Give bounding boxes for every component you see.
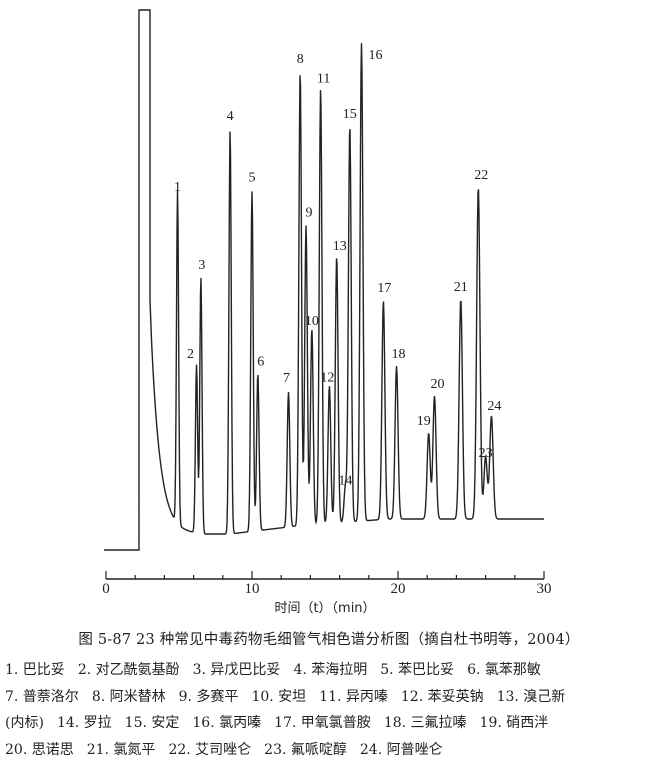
legend-item: 2. 对乙酰氨基酚 (78, 662, 180, 678)
peak-label-9: 9 (306, 206, 313, 221)
peak-label-5: 5 (249, 170, 256, 185)
legend-line: 20. 思诺思 21. 氯氮平 22. 艾司唑仑 23. 氟哌啶醇 24. 阿普唑仑 (5, 737, 655, 763)
legend-item: 18. 三氟拉嗪 (384, 715, 467, 731)
compound-legend: 1. 巴比妥 2. 对乙酰氨基酚 3. 异戊巴比妥 4. 苯海拉明 5. 苯巴比妥 6. … (5, 657, 655, 763)
legend-line: 1. 巴比妥 2. 对乙酰氨基酚 3. 异戊巴比妥 4. 苯海拉明 5. 苯巴比妥 6. … (5, 657, 655, 684)
peak-label-4: 4 (227, 109, 234, 124)
peak-label-22: 22 (474, 168, 488, 183)
peak-label-2: 2 (187, 347, 194, 362)
peak-label-11: 11 (317, 71, 330, 86)
peak-label-19: 19 (417, 414, 431, 429)
legend-item: 10. 安坦 (251, 689, 306, 705)
legend-item: 21. 氯氮平 (87, 742, 156, 758)
x-tick-label: 30 (537, 581, 552, 597)
legend-line: 7. 普萘洛尔 8. 阿米替林 9. 多赛平 10. 安坦 11. 异丙嗪 12. 苯妥英… (5, 684, 655, 711)
peak-label-21: 21 (454, 280, 468, 295)
x-tick-label: 10 (245, 581, 260, 597)
peak-label-14: 14 (338, 473, 352, 488)
peak-label-6: 6 (257, 355, 264, 370)
peak-label-13: 13 (333, 239, 347, 254)
peak-label-8: 8 (297, 52, 304, 67)
peak-label-10: 10 (305, 314, 319, 329)
peak-label-17: 17 (377, 281, 391, 296)
peak-label-7: 7 (283, 371, 290, 386)
legend-item: 15. 安定 (125, 715, 180, 731)
legend-item: 17. 甲氧氯普胺 (274, 715, 371, 731)
peak-label-16: 16 (369, 48, 383, 63)
legend-item: 12. 苯妥英钠 (401, 689, 484, 705)
legend-item: 6. 氯苯那敏 (467, 662, 541, 678)
legend-item: 19. 硝西泮 (480, 715, 549, 731)
peak-label-18: 18 (392, 347, 406, 362)
legend-item: 13. 溴己新 (497, 689, 566, 705)
legend-item: 3. 异戊巴比妥 (193, 662, 281, 678)
x-tick-label: 0 (102, 581, 110, 597)
legend-item: 5. 苯巴比妥 (380, 662, 454, 678)
legend-item: 22. 艾司唑仑 (168, 742, 251, 758)
peak-label-12: 12 (320, 371, 334, 386)
peak-label-20: 20 (431, 377, 445, 392)
legend-item: 1. 巴比妥 (5, 662, 65, 678)
peak-label-1: 1 (174, 180, 181, 195)
x-axis-title: 时间（t）（min） (274, 601, 375, 616)
legend-item: (内标) (5, 715, 44, 731)
peak-label-23: 23 (479, 446, 493, 461)
legend-item: 7. 普萘洛尔 (5, 689, 79, 705)
legend-item: 20. 思诺思 (5, 742, 74, 758)
peak-label-15: 15 (343, 107, 357, 122)
x-axis-ticks: 0 10 20 30 (102, 571, 551, 597)
peak-label-24: 24 (487, 399, 501, 414)
chromatogram-trace (104, 10, 544, 550)
x-tick-label: 20 (391, 581, 406, 597)
peak-label-3: 3 (198, 258, 205, 273)
chromatogram-chart: 123456789101112131415161718192021222324 … (0, 0, 658, 620)
legend-item: 24. 阿普唑仑 (360, 742, 443, 758)
legend-item: 23. 氟哌啶醇 (264, 742, 347, 758)
legend-item: 8. 阿米替林 (92, 689, 166, 705)
legend-item: 4. 苯海拉明 (293, 662, 367, 678)
x-axis: 0 10 20 30 时间（t）（min） (102, 571, 551, 616)
legend-line: (内标) 14. 罗拉 15. 安定 16. 氯丙嗪 17. 甲氧氯普胺 18. 三氟拉嗪… (5, 710, 655, 737)
figure-caption: 图 5-87 23 种常见中毒药物毛细管气相色谱分析图（摘自杜书明等，2004） (0, 628, 658, 649)
legend-item: 9. 多赛平 (179, 689, 239, 705)
legend-item: 16. 氯丙嗪 (192, 715, 261, 731)
legend-item: 11. 异丙嗪 (319, 689, 388, 705)
legend-item: 14. 罗拉 (57, 715, 112, 731)
